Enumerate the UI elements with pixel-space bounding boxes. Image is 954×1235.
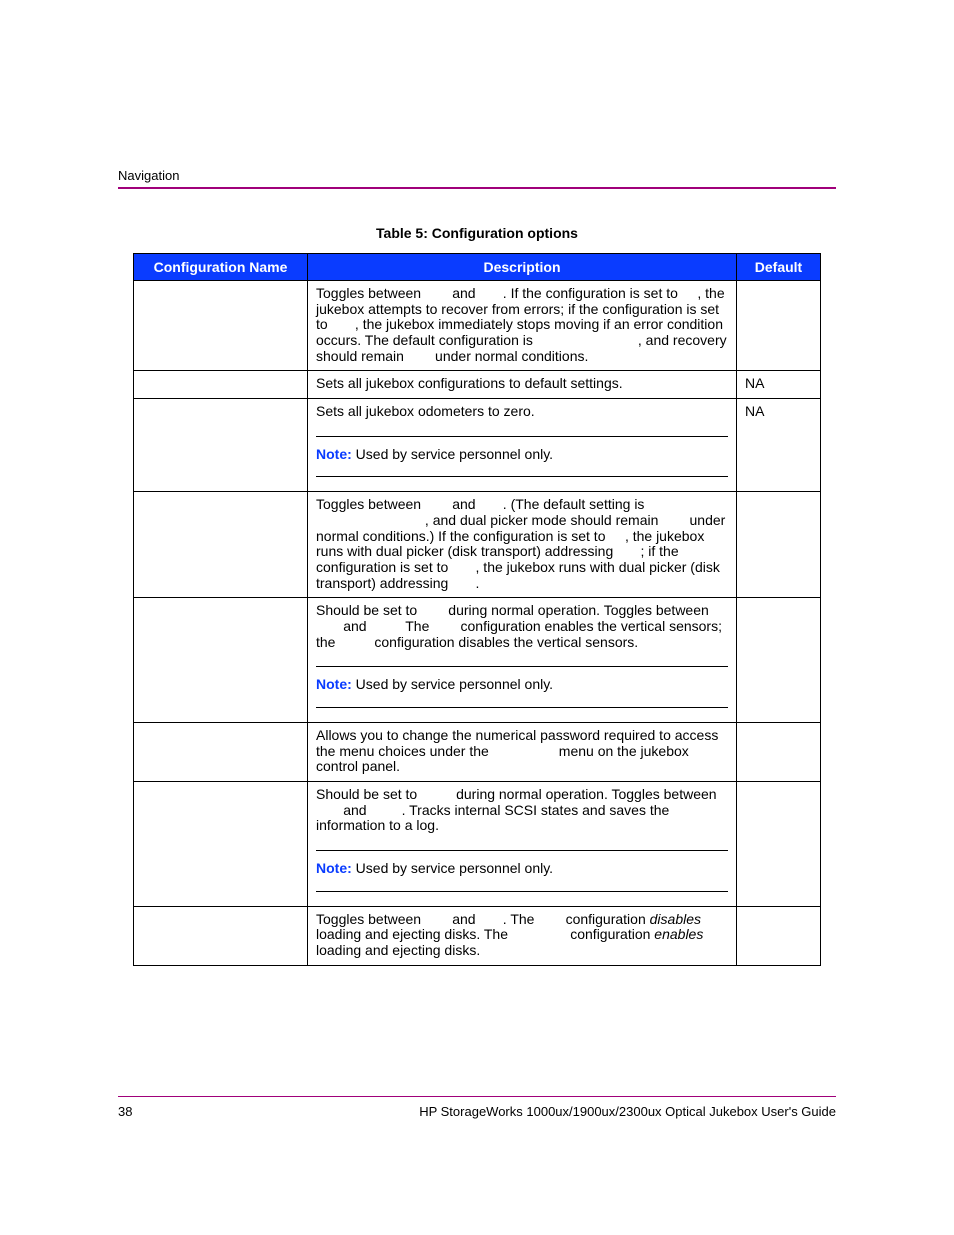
page: Navigation Table 5: Configuration option… xyxy=(0,0,954,1235)
note-rule xyxy=(316,850,728,851)
description-text: Should be set to during normal operation… xyxy=(316,787,728,834)
footer-rule xyxy=(118,1096,836,1097)
note-label: Note: xyxy=(316,860,352,876)
section-header: Navigation xyxy=(118,168,836,189)
table-row: Toggles between and . If the configurati… xyxy=(134,281,821,371)
cell-config-name xyxy=(134,723,308,782)
note-label: Note: xyxy=(316,676,352,692)
page-footer: 38 HP StorageWorks 1000ux/1900ux/2300ux … xyxy=(118,1104,836,1119)
note-line: Note: Used by service personnel only. xyxy=(316,447,728,463)
description-text: Toggles between and . If the configurati… xyxy=(316,286,728,364)
cell-default xyxy=(737,492,821,598)
cell-default: NA xyxy=(737,399,821,492)
description-text: Sets all jukebox configurations to defau… xyxy=(316,376,728,392)
description-text: Allows you to change the numerical passw… xyxy=(316,728,728,775)
note-rule xyxy=(316,666,728,667)
col-header-name: Configuration Name xyxy=(134,254,308,281)
col-header-description: Description xyxy=(308,254,737,281)
cell-default xyxy=(737,906,821,965)
table-body: Toggles between and . If the configurati… xyxy=(134,281,821,966)
page-number: 38 xyxy=(118,1104,132,1119)
cell-default xyxy=(737,598,821,723)
cell-default: NA xyxy=(737,371,821,399)
config-table: Configuration Name Description Default T… xyxy=(133,253,821,966)
note-rule xyxy=(316,476,728,477)
description-text: Toggles between and . The configuration … xyxy=(316,912,728,959)
note-rule xyxy=(316,891,728,892)
table-row: Sets all jukebox configurations to defau… xyxy=(134,371,821,399)
cell-config-name xyxy=(134,598,308,723)
table-row: Should be set to during normal operation… xyxy=(134,598,821,723)
table-row: Toggles between and . (The default setti… xyxy=(134,492,821,598)
cell-description: Sets all jukebox odometers to zero. Note:… xyxy=(308,399,737,492)
note-rule xyxy=(316,707,728,708)
cell-description: Toggles between and . The configuration … xyxy=(308,906,737,965)
description-text: Should be set to during normal operation… xyxy=(316,603,728,650)
table-row: Sets all jukebox odometers to zero. Note:… xyxy=(134,399,821,492)
cell-config-name xyxy=(134,281,308,371)
note-line: Note: Used by service personnel only. xyxy=(316,861,728,877)
table-caption: Table 5: Configuration options xyxy=(118,225,836,241)
note-label: Note: xyxy=(316,446,352,462)
description-text: Toggles between and . (The default setti… xyxy=(316,497,728,591)
table-row: Toggles between and . The configuration … xyxy=(134,906,821,965)
cell-description: Should be set to during normal operation… xyxy=(308,598,737,723)
cell-description: Allows you to change the numerical passw… xyxy=(308,723,737,782)
table-header-row: Configuration Name Description Default xyxy=(134,254,821,281)
note-rule xyxy=(316,436,728,437)
description-text: Sets all jukebox odometers to zero. xyxy=(316,404,728,420)
cell-config-name xyxy=(134,782,308,907)
table-row: Should be set to during normal operation… xyxy=(134,782,821,907)
cell-description: Toggles between and . (The default setti… xyxy=(308,492,737,598)
footer-title: HP StorageWorks 1000ux/1900ux/2300ux Opt… xyxy=(419,1104,836,1119)
cell-config-name xyxy=(134,906,308,965)
cell-description: Toggles between and . If the configurati… xyxy=(308,281,737,371)
cell-config-name xyxy=(134,399,308,492)
note-line: Note: Used by service personnel only. xyxy=(316,677,728,693)
table-row: Allows you to change the numerical passw… xyxy=(134,723,821,782)
cell-config-name xyxy=(134,492,308,598)
cell-default xyxy=(737,723,821,782)
cell-config-name xyxy=(134,371,308,399)
cell-description: Sets all jukebox configurations to defau… xyxy=(308,371,737,399)
cell-default xyxy=(737,281,821,371)
cell-default xyxy=(737,782,821,907)
col-header-default: Default xyxy=(737,254,821,281)
cell-description: Should be set to during normal operation… xyxy=(308,782,737,907)
